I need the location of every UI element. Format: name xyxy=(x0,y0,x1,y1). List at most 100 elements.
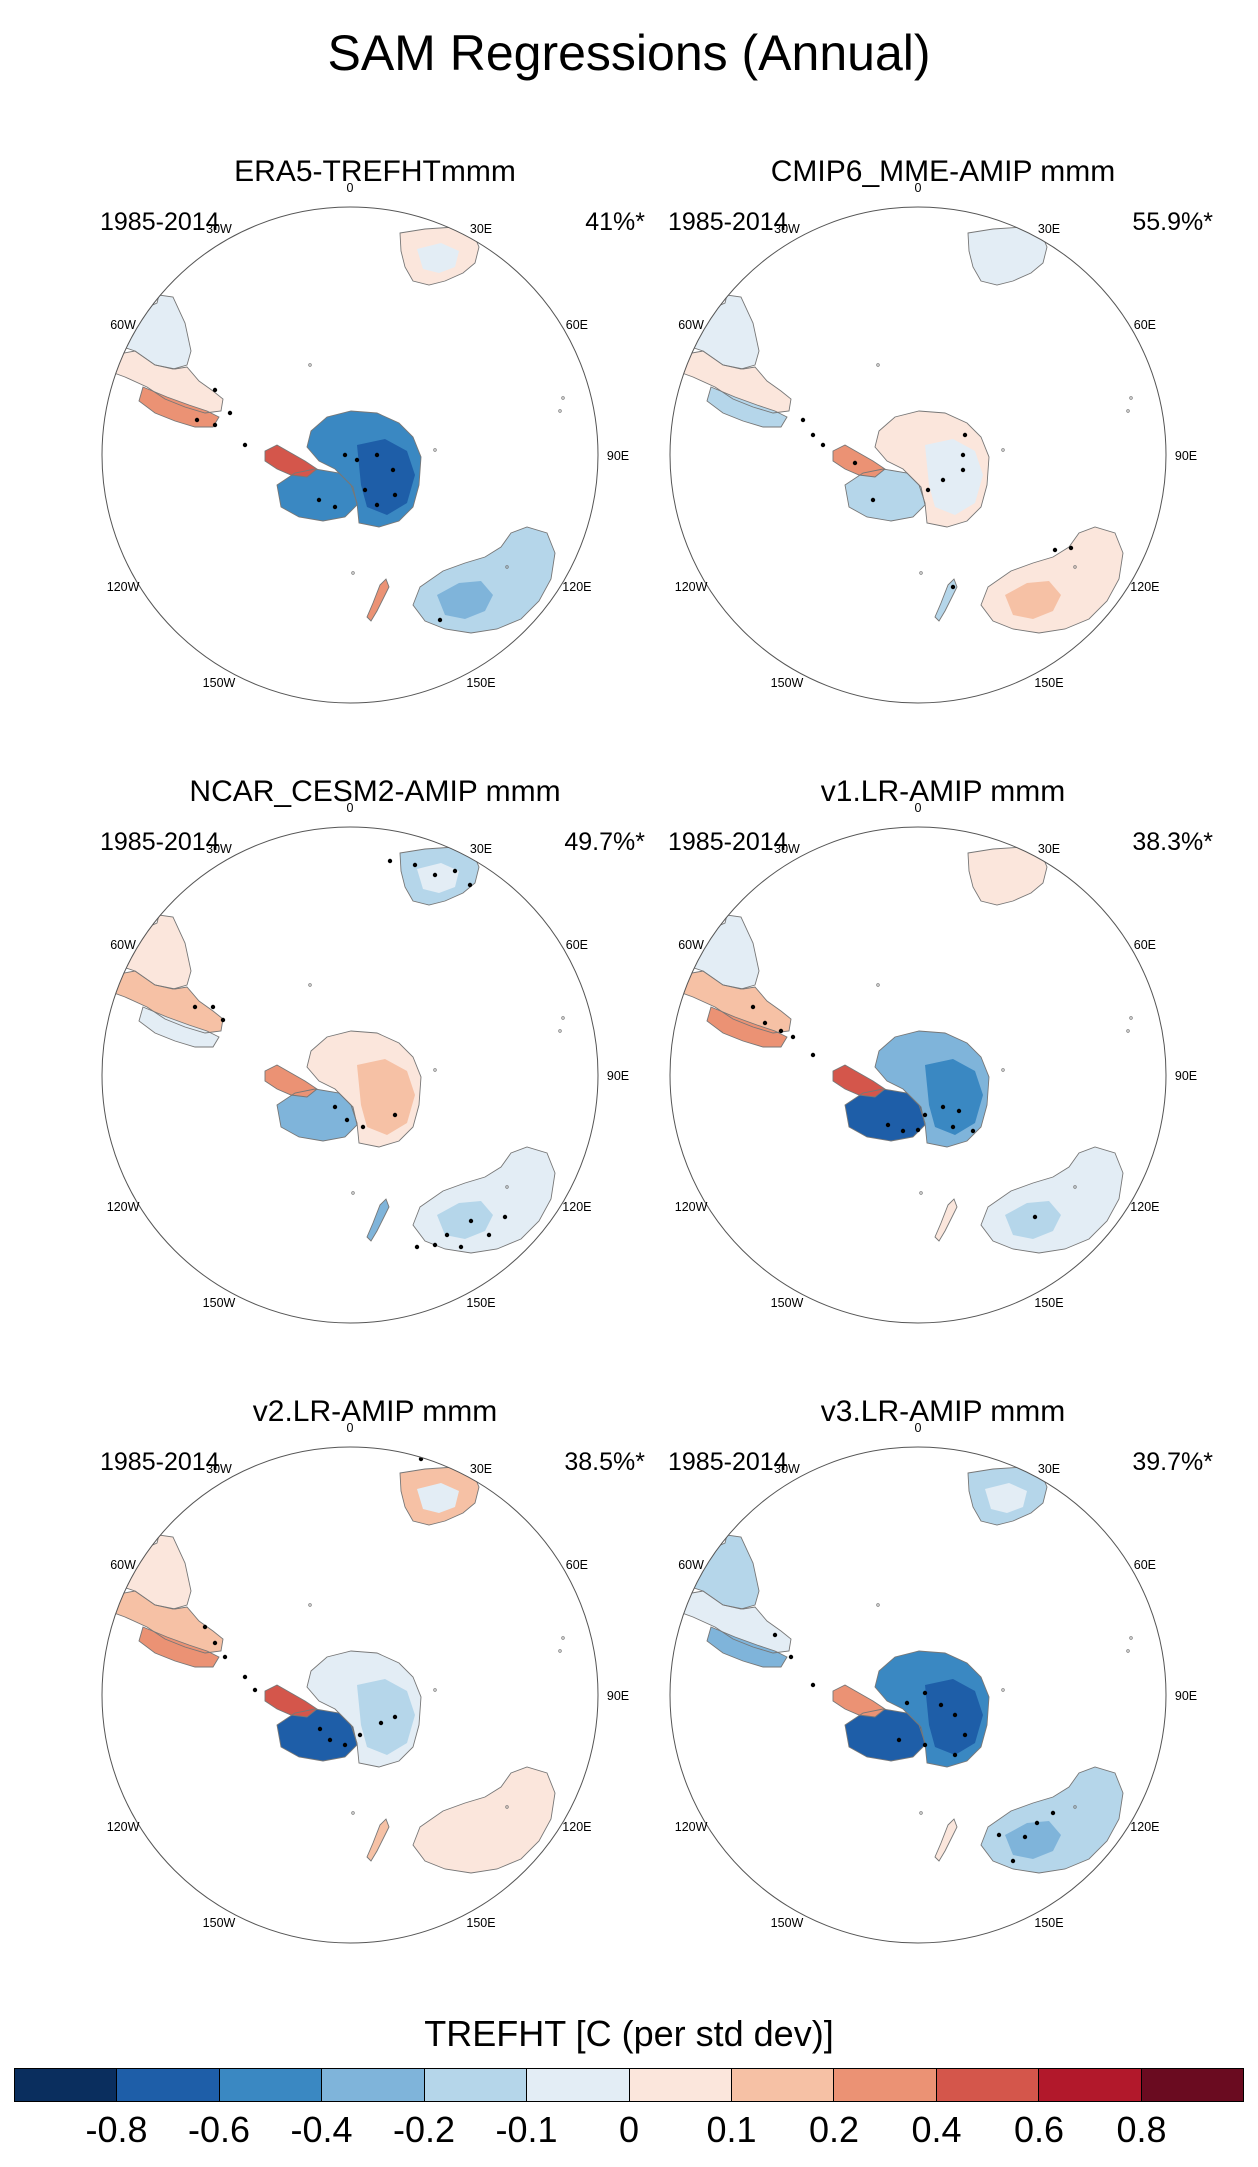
region-australia-c xyxy=(1005,1201,1061,1239)
longitude-label: 120W xyxy=(107,1200,140,1214)
island xyxy=(919,571,923,575)
significance-dot xyxy=(444,1232,450,1238)
coastline xyxy=(366,578,390,622)
significance-dot xyxy=(950,584,956,590)
panel-period: 1985-2014 xyxy=(668,1448,788,1476)
longitude-label: 30E xyxy=(1038,842,1060,856)
significance-dot xyxy=(227,410,233,416)
panel-title: v2.LR-AMIP mmm xyxy=(252,1395,498,1428)
panel-explained-variance: 41%* xyxy=(585,208,645,236)
significance-dot xyxy=(762,1020,768,1026)
colorbar-box xyxy=(527,2069,630,2101)
region-nz xyxy=(367,579,389,621)
longitude-label: 60E xyxy=(1134,938,1156,952)
island xyxy=(505,1805,509,1809)
longitude-label: 30W xyxy=(774,1462,800,1476)
region-ant-w xyxy=(845,469,925,521)
region-samerica-s xyxy=(707,1627,787,1667)
significance-dot xyxy=(212,1640,218,1646)
significance-dot xyxy=(800,417,806,423)
panel-title: v3.LR-AMIP mmm xyxy=(820,1395,1066,1428)
island xyxy=(505,565,509,569)
longitude-label: 30E xyxy=(470,842,492,856)
coastline xyxy=(934,578,958,622)
colorbar-box xyxy=(834,2069,937,2101)
coastline xyxy=(306,1650,422,1768)
significance-dot xyxy=(852,460,858,466)
polar-map: 030E60E90E120E150E180150W120W90W60W30W xyxy=(95,801,629,1324)
polar-map: 030E60E90E120E150E180150W120W90W60W30W xyxy=(95,181,629,704)
island xyxy=(1126,1649,1130,1653)
significance-dot xyxy=(432,872,438,878)
region-ant-w xyxy=(277,469,357,521)
longitude-label: 150W xyxy=(771,676,804,690)
region-australia xyxy=(413,1147,555,1253)
panel-period: 1985-2014 xyxy=(100,208,220,236)
colorbar-box xyxy=(117,2069,220,2101)
longitude-label: 30E xyxy=(1038,222,1060,236)
island xyxy=(1001,1688,1005,1692)
significance-dot xyxy=(194,417,200,423)
longitude-label: 0 xyxy=(347,181,354,195)
longitude-label: 30E xyxy=(470,222,492,236)
colorbar-tick-label: 0 xyxy=(618,2109,640,2150)
significance-dot xyxy=(956,1108,962,1114)
island xyxy=(966,701,970,703)
longitude-label: 60W xyxy=(678,1558,704,1572)
region-samerica-s xyxy=(139,387,219,427)
longitude-label: 150W xyxy=(203,1916,236,1930)
longitude-label: 0 xyxy=(915,801,922,815)
colorbar-tick-label: -0.2 xyxy=(392,2109,456,2150)
significance-dot xyxy=(885,1122,891,1128)
region-ant-w xyxy=(845,1089,925,1141)
longitude-label: 60W xyxy=(110,1558,136,1572)
longitude-label: 60W xyxy=(110,938,136,952)
colorbar-box xyxy=(15,2069,118,2101)
longitude-label: 120W xyxy=(107,1820,140,1834)
region-australia xyxy=(981,527,1123,633)
significance-dot xyxy=(362,487,368,493)
longitude-label: 0 xyxy=(347,801,354,815)
region-australia-c xyxy=(1005,581,1061,619)
longitude-label: 60E xyxy=(1134,1558,1156,1572)
significance-dot xyxy=(810,1682,816,1688)
island xyxy=(558,1649,562,1653)
colorbar-tick-label: 0.2 xyxy=(808,2109,860,2150)
significance-dot xyxy=(212,422,218,428)
significance-dot xyxy=(996,1832,1002,1838)
significance-dot xyxy=(212,387,218,393)
longitude-label: 30W xyxy=(206,222,232,236)
longitude-label: 0 xyxy=(915,1421,922,1435)
longitude-label: 30E xyxy=(470,1462,492,1476)
panel-explained-variance: 49.7%* xyxy=(564,828,645,856)
region-africa-s xyxy=(985,243,1027,273)
panel-explained-variance: 38.5%* xyxy=(564,1448,645,1476)
significance-dot xyxy=(772,1632,778,1638)
longitude-label: 90E xyxy=(607,1069,629,1083)
significance-dot xyxy=(360,1124,366,1130)
region-samerica-m xyxy=(671,971,791,1033)
island xyxy=(558,409,562,413)
longitude-label: 120E xyxy=(1130,1820,1159,1834)
significance-dot xyxy=(486,1232,492,1238)
polar-map: 030E60E90E120E150E180150W120W90W60W30W xyxy=(95,1421,629,1944)
island xyxy=(1126,409,1130,413)
significance-dot xyxy=(220,1017,226,1023)
panel-period: 1985-2014 xyxy=(668,828,788,856)
island xyxy=(561,1016,565,1020)
polar-map: 030E60E90E120E150E180150W120W90W60W30W xyxy=(663,181,1197,704)
significance-dot xyxy=(960,452,966,458)
significance-dot xyxy=(374,452,380,458)
significance-dot xyxy=(1010,1858,1016,1864)
coastline xyxy=(264,1684,318,1718)
coastline xyxy=(102,1590,224,1654)
significance-dot xyxy=(1032,1214,1038,1220)
significance-dot xyxy=(316,497,322,503)
coastline xyxy=(264,1064,318,1098)
region-samerica-m xyxy=(103,971,223,1033)
island xyxy=(1129,1636,1133,1640)
longitude-label: 30W xyxy=(774,222,800,236)
island xyxy=(876,1603,880,1607)
significance-dot xyxy=(392,1714,398,1720)
significance-dot xyxy=(940,477,946,483)
